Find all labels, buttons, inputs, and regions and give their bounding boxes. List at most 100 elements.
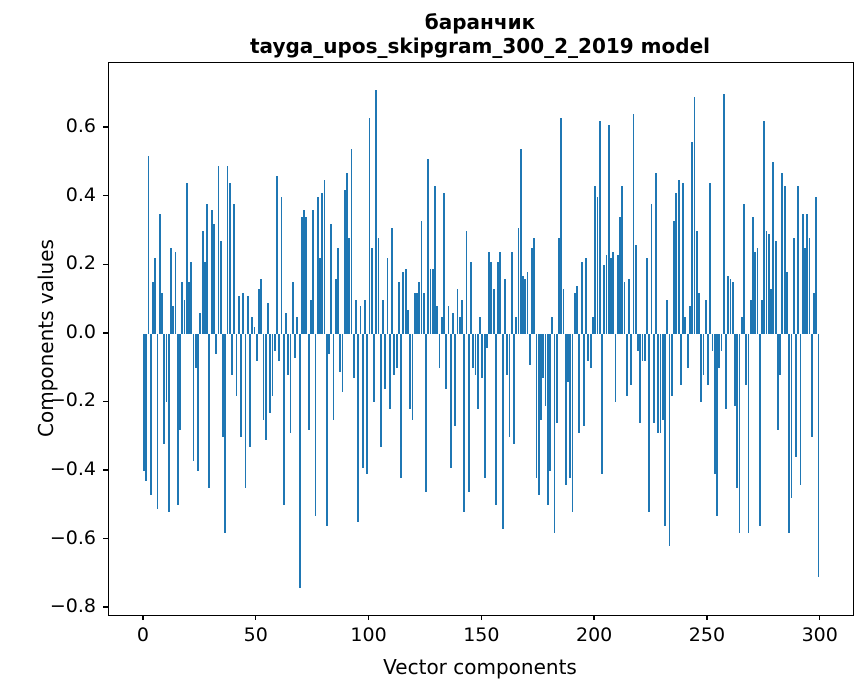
- bar: [440, 316, 443, 334]
- bar: [621, 186, 624, 334]
- y-tick-mark: [103, 537, 108, 540]
- bar: [749, 299, 752, 334]
- bar: [436, 306, 439, 334]
- bar: [788, 333, 791, 533]
- bar: [199, 313, 202, 334]
- bar: [533, 237, 536, 334]
- bar: [519, 148, 522, 334]
- bar: [801, 213, 804, 334]
- bar: [603, 265, 606, 334]
- bar: [695, 231, 698, 334]
- bar: [747, 333, 750, 533]
- bar: [163, 333, 166, 444]
- bar: [273, 333, 276, 351]
- bar: [736, 333, 739, 489]
- bar: [485, 333, 488, 348]
- bar: [303, 210, 306, 334]
- bar: [373, 333, 375, 403]
- bar: [235, 333, 238, 396]
- bar: [758, 333, 761, 526]
- bar: [560, 117, 563, 334]
- bar: [619, 217, 621, 334]
- bar: [720, 333, 723, 351]
- bar: [452, 313, 454, 334]
- y-tick-mark: [103, 332, 108, 334]
- bar: [632, 114, 635, 334]
- bar: [492, 289, 495, 334]
- bar: [515, 316, 518, 334]
- y-tick-label: −0.2: [49, 389, 96, 412]
- bar: [535, 333, 538, 478]
- bar: [722, 93, 725, 334]
- bar: [305, 217, 308, 334]
- bar: [156, 333, 159, 509]
- bar: [630, 333, 633, 386]
- bar: [513, 333, 515, 444]
- bar: [287, 333, 290, 375]
- bar: [657, 333, 660, 434]
- bar: [307, 333, 310, 430]
- bar: [670, 333, 673, 396]
- bar: [429, 268, 432, 334]
- x-tick-mark: [142, 615, 144, 621]
- bar: [743, 203, 745, 334]
- bar: [634, 244, 637, 334]
- bar: [341, 333, 344, 393]
- bar: [422, 292, 425, 334]
- x-tick-mark: [367, 615, 370, 621]
- bar: [652, 333, 655, 423]
- bar: [675, 193, 678, 334]
- bar: [470, 261, 472, 334]
- bar: [397, 282, 400, 334]
- chart-title-word: баранчик: [424, 10, 536, 34]
- bar: [810, 333, 813, 437]
- bar: [377, 237, 380, 334]
- bar: [395, 333, 398, 369]
- bar: [494, 333, 497, 506]
- bar: [443, 193, 445, 334]
- bar: [673, 220, 675, 334]
- bar: [528, 333, 531, 365]
- y-tick-label: 0.4: [65, 183, 96, 206]
- y-tick-label: 0.0: [65, 320, 96, 343]
- bar: [449, 333, 452, 468]
- bar: [350, 148, 353, 334]
- bar: [813, 292, 815, 334]
- bar: [456, 289, 459, 334]
- bar: [481, 333, 484, 379]
- bar: [562, 289, 565, 334]
- y-tick-label: −0.4: [49, 458, 96, 480]
- bar: [582, 333, 585, 427]
- bar: [700, 333, 703, 403]
- y-tick-label: 0.6: [65, 115, 96, 138]
- bar: [483, 333, 486, 478]
- bar: [479, 316, 481, 334]
- bar: [776, 333, 779, 430]
- bar: [531, 248, 533, 334]
- bar: [646, 258, 648, 334]
- bar: [319, 258, 321, 334]
- bar: [693, 97, 696, 334]
- bar: [576, 285, 578, 334]
- bar: [790, 333, 793, 499]
- bar: [711, 333, 714, 351]
- bar: [555, 333, 558, 423]
- bar: [666, 299, 669, 334]
- bar: [192, 333, 195, 461]
- bar: [217, 165, 220, 334]
- x-axis-label: Vector components: [383, 655, 577, 679]
- bar: [761, 299, 763, 334]
- bar: [158, 213, 161, 334]
- bar: [522, 275, 524, 334]
- bar: [343, 189, 346, 334]
- plot-area: [108, 62, 854, 616]
- bar: [734, 333, 736, 406]
- bar: [745, 333, 748, 386]
- bar: [285, 313, 287, 334]
- bar: [718, 333, 721, 369]
- bar: [431, 268, 434, 334]
- bar: [427, 159, 430, 334]
- bar: [488, 251, 491, 334]
- bar: [246, 296, 249, 334]
- bar: [325, 333, 328, 526]
